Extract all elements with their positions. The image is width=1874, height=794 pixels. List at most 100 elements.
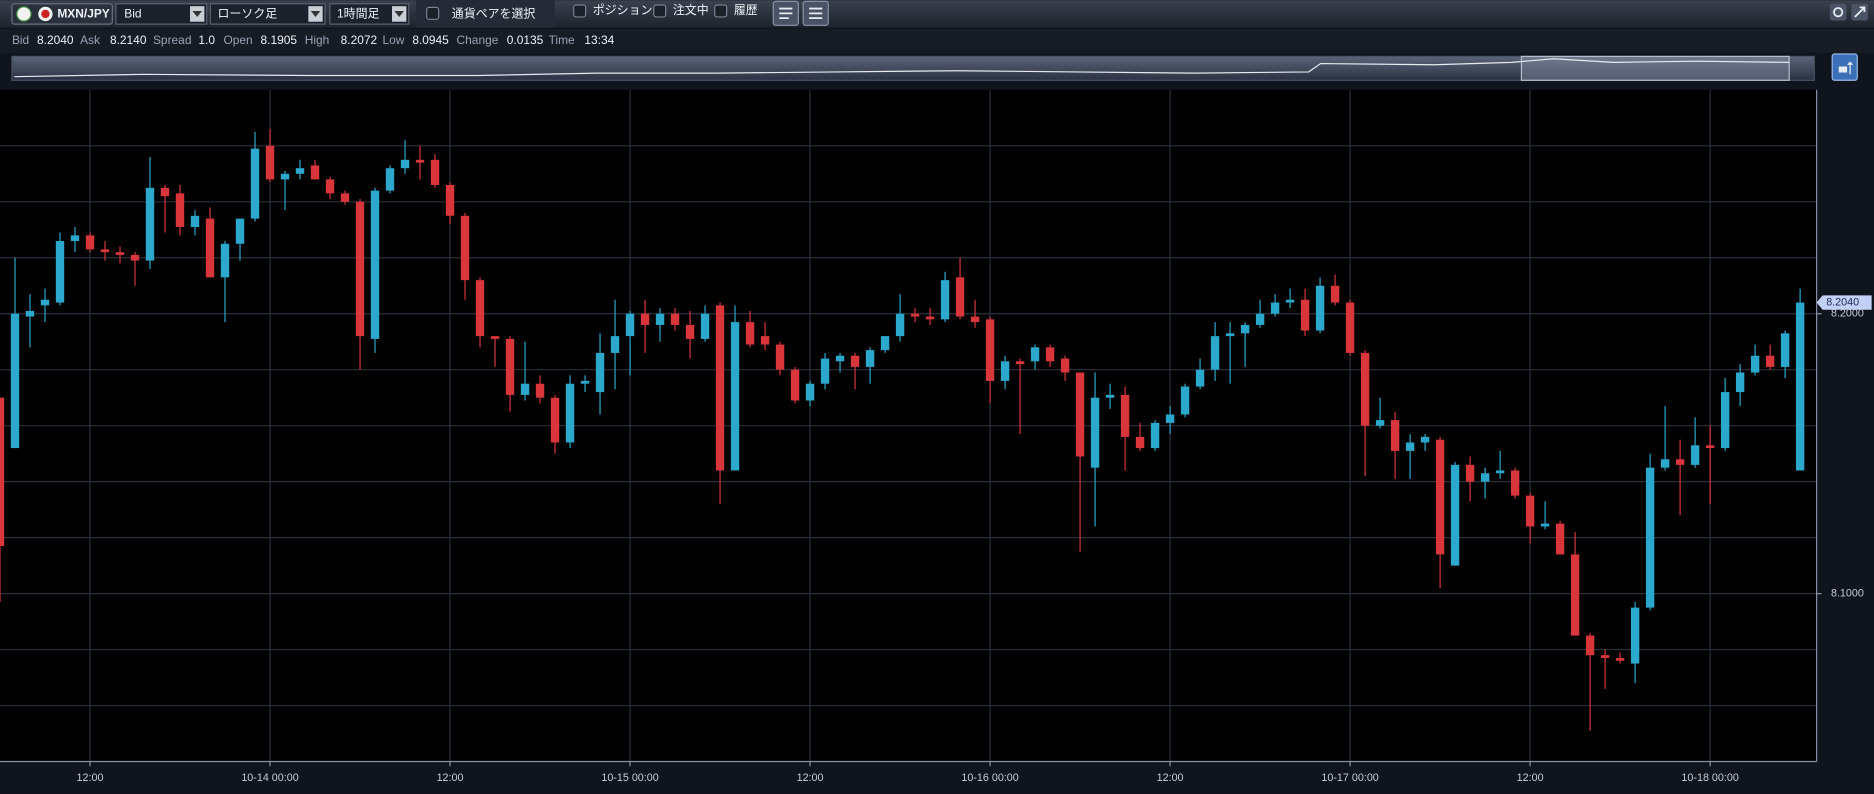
candle-body <box>400 159 410 169</box>
candle-body <box>1300 299 1310 331</box>
candle-body <box>700 313 710 339</box>
lock-icon <box>1838 61 1853 75</box>
candles <box>0 129 1805 731</box>
timeframe-dropdown[interactable] <box>329 3 410 25</box>
x-tick-label: 12:00 <box>77 772 104 784</box>
candle-body <box>1210 336 1220 370</box>
candle-body <box>640 313 650 325</box>
candle-body <box>670 313 680 325</box>
info-label: Open <box>223 33 252 47</box>
candle-body <box>1570 554 1580 636</box>
info-label: High <box>305 33 330 47</box>
candle-body <box>805 383 815 401</box>
checkbox[interactable] <box>573 4 587 18</box>
x-tick-label: 10-17 00:00 <box>1321 772 1378 784</box>
candle-body <box>1000 361 1010 381</box>
candle-body <box>385 168 395 191</box>
candle-body <box>1090 397 1100 468</box>
candle-body <box>370 190 380 339</box>
y-tick-label: 8.2000 <box>1831 308 1864 320</box>
candle-body <box>1135 436 1145 449</box>
candle-body <box>1060 358 1070 373</box>
candle-body <box>325 179 335 194</box>
dropdown-arrow <box>192 10 202 17</box>
candle-body <box>415 159 425 163</box>
price-type: Bid <box>124 7 141 21</box>
candle-body <box>580 380 590 384</box>
navigator[interactable] <box>11 55 1815 81</box>
dropdown-arrow <box>394 10 404 17</box>
candle-body <box>1075 372 1085 457</box>
candle-body <box>1705 445 1715 449</box>
info-value: 13:34 <box>584 33 614 47</box>
candle-body <box>1255 313 1265 325</box>
candle-body <box>70 235 80 241</box>
navigator-window[interactable] <box>1520 55 1790 81</box>
info-label: Ask <box>80 33 100 47</box>
candle-body <box>1585 635 1595 656</box>
candle-body <box>235 218 245 244</box>
candle-body <box>1030 347 1040 362</box>
info-label: Time <box>549 33 575 47</box>
candle-body <box>1600 655 1610 658</box>
candle-body <box>565 383 575 443</box>
candle-body <box>985 319 995 381</box>
filter-label: 注文中 <box>673 2 709 17</box>
candle-body <box>340 193 350 202</box>
candle-body <box>1765 355 1775 367</box>
navigator-line <box>14 58 1790 78</box>
candle-body <box>505 338 515 395</box>
candle-body <box>1690 445 1700 465</box>
settings-button[interactable] <box>1829 3 1847 21</box>
candle-body <box>910 313 920 317</box>
candle-body <box>715 305 725 471</box>
checkbox[interactable] <box>426 6 440 20</box>
pair-button[interactable] <box>11 3 113 25</box>
chart-type-dropdown[interactable] <box>209 3 326 25</box>
flag-icon <box>41 9 50 19</box>
filter-label: 履歴 <box>734 3 758 17</box>
candle-body <box>1150 422 1160 449</box>
candle-body <box>1780 333 1790 367</box>
checkbox[interactable] <box>714 4 728 18</box>
candle-body <box>1675 459 1685 465</box>
candle-body <box>1450 464 1460 566</box>
tool-icon <box>809 7 823 20</box>
candle-body <box>460 215 470 281</box>
candle-body <box>535 383 545 398</box>
candle-body <box>1480 473 1490 482</box>
candle-body <box>85 235 95 250</box>
candle-body <box>625 313 635 337</box>
candle-body <box>265 145 275 180</box>
candle-body <box>1405 442 1415 451</box>
candle-body <box>55 240 65 303</box>
candle-body <box>430 159 440 185</box>
x-tick-label: 12:00 <box>797 772 824 784</box>
candle-body <box>970 316 980 323</box>
pair-label: MXN/JPY <box>57 7 109 21</box>
candle-body <box>1420 436 1430 443</box>
candle-body <box>520 383 530 395</box>
candle-body <box>745 322 755 345</box>
candle-body <box>610 336 620 353</box>
candle-body <box>775 344 785 370</box>
candle-body <box>1435 439 1445 555</box>
x-tick-label: 12:00 <box>1157 772 1184 784</box>
x-tick-label: 12:00 <box>1517 772 1544 784</box>
candle-body <box>895 313 905 337</box>
price-type-dropdown[interactable] <box>115 3 208 25</box>
axes: 8.2000 8.1000 12:00 10-14 00:00 12:00 10-15 0… <box>77 295 1872 784</box>
dropdown-arrow <box>310 10 321 17</box>
candle-body <box>1195 369 1205 387</box>
candle-body <box>160 187 170 197</box>
candle-body <box>205 218 215 278</box>
info-value: 8.2140 <box>110 33 147 47</box>
candle-body <box>1555 523 1565 555</box>
candle-body <box>100 249 110 253</box>
candle-body <box>145 187 155 261</box>
checkbox[interactable] <box>653 4 667 18</box>
candle-body <box>1795 302 1805 471</box>
candle-body <box>925 316 935 320</box>
